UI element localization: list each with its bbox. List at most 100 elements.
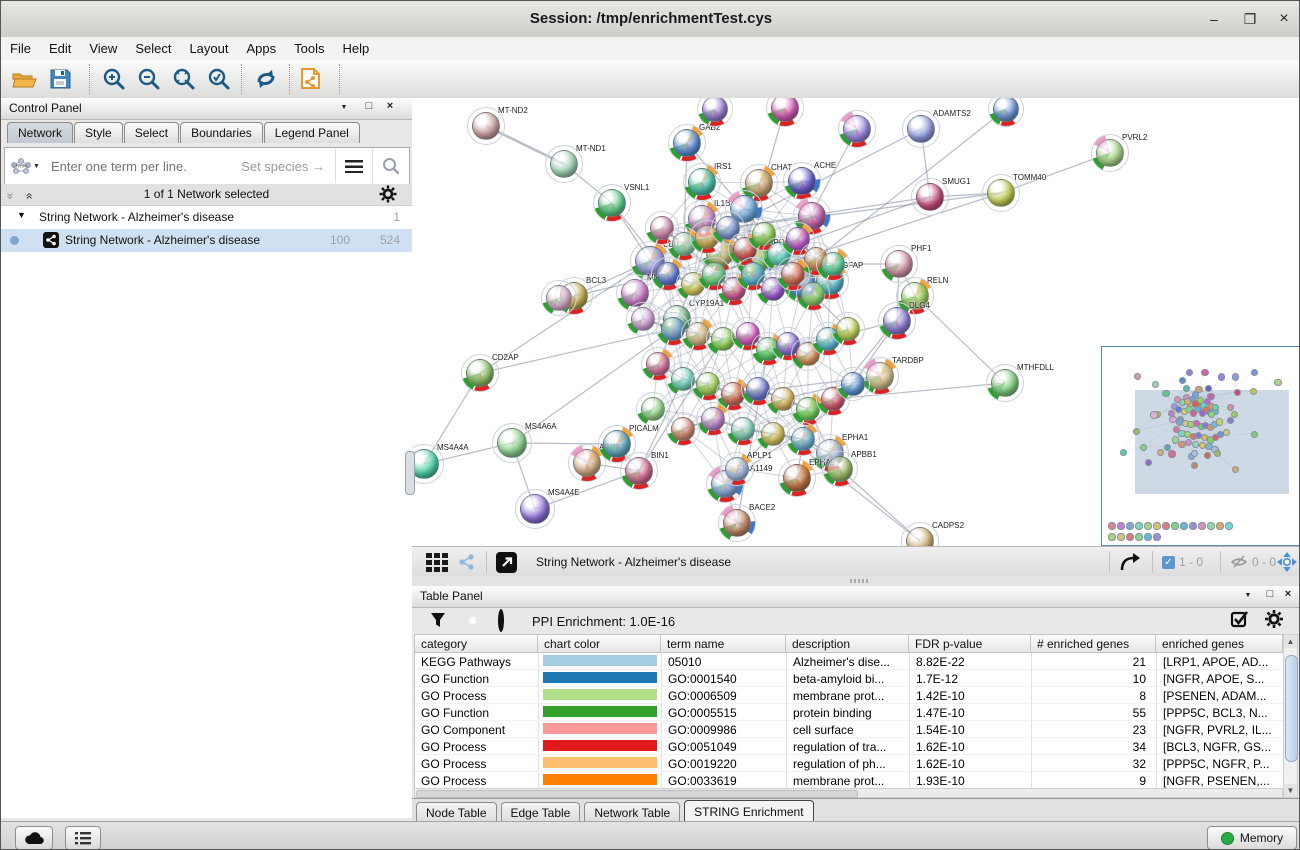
species-hint[interactable]: Set species → <box>241 158 325 174</box>
network-node[interactable] <box>696 402 730 436</box>
network-node-vsnl1[interactable]: VSNL1 <box>593 183 649 222</box>
network-node-irs1[interactable]: IRS1 <box>683 162 732 201</box>
zoom-selected-icon[interactable] <box>204 64 234 94</box>
network-node-abca7[interactable]: ABCA7 <box>568 443 625 482</box>
close-button[interactable]: × <box>1279 10 1289 27</box>
import-network-icon[interactable] <box>297 64 327 94</box>
network-node[interactable] <box>766 98 804 127</box>
network-node-mt-nd2[interactable]: MT-ND2 <box>467 106 528 145</box>
tab-style[interactable]: Style <box>74 122 123 143</box>
network-node-pvrl2[interactable]: PVRL2 <box>1091 133 1147 172</box>
column-header-fdr-p-value[interactable]: FDR p-value <box>909 634 1031 653</box>
network-node[interactable] <box>836 367 870 401</box>
column-header-chart-color[interactable]: chart color <box>538 634 661 653</box>
open-in-new-window-icon[interactable] <box>496 551 517 573</box>
enrichment-row[interactable]: GO Process GO:0019220 regulation of ph... 1… <box>415 755 1284 772</box>
network-canvas[interactable]: MT-ND2 MT-ND1 VSNL1 GAB2 ADAMTS2 PVRL2 SMUG1 TO… <box>412 98 1299 546</box>
network-node-adamts2[interactable]: ADAMTS2 <box>902 109 971 148</box>
cloud-button[interactable] <box>15 826 53 849</box>
query-options-button[interactable] <box>335 149 372 183</box>
enrichment-row[interactable]: GO Component GO:0009986 cell surface 1.54E-… <box>415 721 1284 738</box>
refresh-icon[interactable] <box>251 64 281 94</box>
network-node[interactable] <box>786 422 820 456</box>
query-search-button[interactable] <box>372 149 409 183</box>
splitter-grip[interactable] <box>850 579 868 583</box>
panel-float-icon[interactable]: □ <box>1266 588 1274 600</box>
network-node-phf1[interactable]: PHF1 <box>880 244 931 283</box>
network-node-mme[interactable]: MME <box>616 273 666 312</box>
menu-item-select[interactable]: Select <box>135 41 172 56</box>
menu-item-apps[interactable]: Apps <box>246 41 277 56</box>
network-node[interactable] <box>726 412 760 446</box>
network-node-aplp1[interactable]: APLP1 <box>720 451 772 486</box>
network-node-tardbp[interactable]: TARDBP <box>861 356 924 395</box>
panel-float-icon[interactable]: □ <box>365 100 373 112</box>
panel-close-icon[interactable]: × <box>386 100 394 112</box>
string-protein-query-menu[interactable]: STRING ▼ <box>5 156 45 176</box>
menu-item-layout[interactable]: Layout <box>189 41 229 56</box>
vertical-scrollbar[interactable]: ▲ ▼ <box>1283 634 1298 798</box>
enrichment-row[interactable]: GO Function GO:0005515 protein binding 1.47… <box>415 704 1284 721</box>
column-header-description[interactable]: description <box>786 634 909 653</box>
menu-item-file[interactable]: File <box>10 41 31 56</box>
network-node-dlg4[interactable]: DLG4 <box>878 301 930 340</box>
tab-legend-panel[interactable]: Legend Panel <box>263 122 360 143</box>
scroll-down-arrow[interactable]: ▼ <box>1284 784 1297 797</box>
settings-gear-icon[interactable] <box>1264 609 1284 634</box>
tab-node-table[interactable]: Node Table <box>416 802 497 823</box>
task-list-button[interactable] <box>65 826 101 849</box>
network-node-bin1[interactable]: BIN1 <box>620 451 669 490</box>
tab-boundaries[interactable]: Boundaries <box>180 122 263 143</box>
network-node-tomm40[interactable]: TOMM40 <box>982 173 1046 212</box>
network-node-ms4a4e[interactable]: MS4A4E <box>515 488 580 529</box>
network-node[interactable] <box>816 382 850 416</box>
network-node[interactable] <box>731 317 765 351</box>
menu-item-view[interactable]: View <box>89 41 118 56</box>
panel-splitter-handle[interactable] <box>405 451 415 495</box>
network-node-ache[interactable]: ACHE <box>783 161 836 200</box>
share-view-icon[interactable] <box>458 551 476 573</box>
birds-eye-view[interactable] <box>1101 346 1299 546</box>
network-node[interactable] <box>816 247 850 281</box>
enrichment-row[interactable]: GO Process GO:0006509 membrane prot... 1.42… <box>415 687 1284 704</box>
enrichment-row[interactable]: GO Process GO:0033619 membrane prot... 1.93… <box>415 772 1284 789</box>
network-node[interactable] <box>717 272 751 306</box>
network-node-gab2[interactable]: GAB2 <box>668 123 720 162</box>
network-node-ms4a6a[interactable]: MS4A6A <box>492 422 557 463</box>
enrichment-row[interactable]: GO Function GO:0001540 beta-amyloid bi... 1… <box>415 670 1284 687</box>
network-node-cadps2[interactable]: CADPS2 <box>901 521 964 546</box>
memory-button[interactable]: Memory <box>1207 826 1297 849</box>
string-query-input[interactable] <box>45 157 242 175</box>
network-node-ms4a4a[interactable]: MS4A4A <box>412 443 469 484</box>
zoom-out-icon[interactable] <box>134 64 164 94</box>
network-node-picalm[interactable]: PICALM <box>598 424 659 463</box>
horizontal-splitter[interactable] <box>412 576 1299 586</box>
network-node-mthfdll[interactable]: MTHFDLL <box>986 363 1054 402</box>
panel-collapse-icon[interactable]: ▼ <box>340 104 348 111</box>
network-row[interactable]: String Network - Alzheimer's disease 100… <box>1 229 412 252</box>
save-session-icon[interactable] <box>45 64 75 94</box>
menu-item-tools[interactable]: Tools <box>294 41 325 56</box>
network-node[interactable] <box>776 257 810 291</box>
tree-expander-icon[interactable]: ▼ <box>17 210 26 220</box>
export-network-icon[interactable] <box>1118 551 1144 573</box>
network-node-bace2[interactable]: BACE2 <box>718 503 775 542</box>
menu-item-edit[interactable]: Edit <box>48 41 72 56</box>
open-session-icon[interactable] <box>9 64 39 94</box>
network-node[interactable] <box>626 302 660 336</box>
maximize-button[interactable]: ❐ <box>1243 11 1257 27</box>
network-node[interactable] <box>697 98 733 127</box>
panel-close-icon[interactable]: × <box>1284 588 1292 600</box>
enrichment-row[interactable]: GO Process GO:0051049 regulation of tra...… <box>415 738 1284 755</box>
network-node-cd2ap[interactable]: CD2AP <box>461 353 519 392</box>
column-header-term-name[interactable]: term name <box>661 634 786 653</box>
zoom-fit-icon[interactable] <box>169 64 199 94</box>
filter-icon[interactable] <box>428 610 448 635</box>
tab-edge-table[interactable]: Edge Table <box>500 802 581 823</box>
scrollbar-thumb[interactable] <box>416 790 858 798</box>
network-node[interactable] <box>756 417 790 451</box>
tab-network[interactable]: Network <box>7 122 74 143</box>
network-node-smug1[interactable]: SMUG1 <box>911 177 970 216</box>
menu-item-help[interactable]: Help <box>342 41 370 56</box>
network-node[interactable] <box>831 312 865 346</box>
